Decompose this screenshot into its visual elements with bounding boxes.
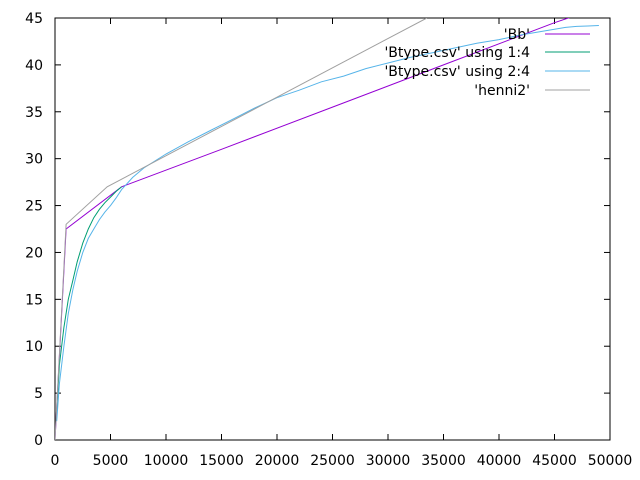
y-tick-label: 0 [34,433,43,449]
x-tick-label: 20000 [255,453,300,469]
y-tick-label: 20 [25,245,43,261]
x-tick-label: 10000 [144,453,189,469]
series-layer [55,18,599,440]
legend: 'Bb' 'Btype.csv' using 1:4 'Btype.csv' usi… [384,27,590,99]
y-tick-label: 15 [25,292,43,308]
x-tick-label: 5000 [93,453,129,469]
plot-frame [54,17,611,441]
legend-label-3: 'henni2' [474,83,530,99]
series-line-2 [56,25,599,422]
x-tick-label: 50000 [588,453,633,469]
y-tick-label: 30 [25,152,43,168]
x-tick-label: 35000 [421,453,466,469]
y-tick-label: 5 [34,386,43,402]
y-tick-label: 40 [25,58,43,74]
x-tick-label: 45000 [532,453,577,469]
legend-label-0: 'Bb' [504,27,530,43]
y-tick-label: 45 [25,11,43,27]
x-tick-label: 30000 [366,453,411,469]
x-tick-label: 40000 [477,453,522,469]
series-line-0 [55,18,570,440]
x-tick-label: 25000 [310,453,355,469]
series-line-3 [55,18,428,440]
legend-label-1: 'Btype.csv' using 1:4 [384,45,530,61]
y-tick-label: 25 [25,199,43,215]
series-line-1 [56,186,122,412]
axis-ticks: 0 5000 10000 15000 20000 25000 30000 35000 40000… [25,11,632,469]
legend-label-2: 'Btype.csv' using 2:4 [384,64,530,80]
plot-border [54,17,611,441]
y-tick-label: 10 [25,339,43,355]
x-tick-label: 15000 [199,453,244,469]
x-tick-label: 0 [51,453,60,469]
y-tick-label: 35 [25,105,43,121]
